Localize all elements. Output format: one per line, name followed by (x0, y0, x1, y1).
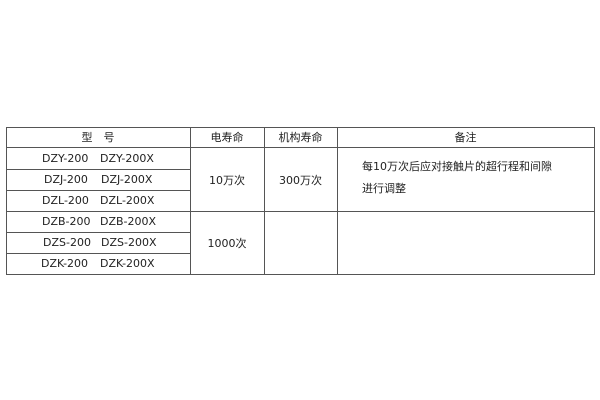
table-border-right (594, 127, 595, 275)
table-border-top (6, 127, 595, 128)
model-a: DZJ-200 (44, 173, 88, 186)
electrical-life-value: 1000次 (207, 237, 247, 250)
table-border-left (6, 127, 7, 275)
column-divider (337, 127, 338, 275)
model-a: DZL-200 (42, 194, 89, 207)
column-divider (264, 127, 265, 275)
model-b: DZB-200X (100, 215, 157, 228)
model-b: DZY-200X (100, 152, 154, 165)
model-b: DZL-200X (100, 194, 155, 207)
column-divider (190, 127, 191, 275)
model-b: DZJ-200X (101, 173, 153, 186)
header-mechanical-life: 机构寿命 (278, 131, 323, 144)
mechanical-life-value: 300万次 (279, 173, 322, 187)
header-divider (6, 147, 595, 148)
row-divider (6, 232, 190, 233)
header-electrical-life: 电寿命 (210, 131, 244, 144)
group-divider (6, 211, 595, 212)
model-a: DZB-200 (42, 215, 91, 228)
remark-line: 进行调整 (362, 182, 406, 195)
row-divider (6, 253, 190, 254)
table-border-bottom (6, 274, 595, 275)
model-a: DZY-200 (42, 152, 89, 165)
remark-line: 每10万次后应对接触片的超行程和间隙 (362, 160, 552, 173)
electrical-life-value: 10万次 (209, 173, 245, 187)
row-divider (6, 190, 190, 191)
model-a: DZS-200 (43, 236, 91, 249)
model-a: DZK-200 (41, 257, 89, 270)
model-b: DZS-200X (101, 236, 157, 249)
row-divider (6, 169, 190, 170)
model-b: DZK-200X (100, 257, 155, 270)
header-remarks: 备注 (454, 131, 477, 144)
header-model: 型 号 (81, 131, 115, 144)
